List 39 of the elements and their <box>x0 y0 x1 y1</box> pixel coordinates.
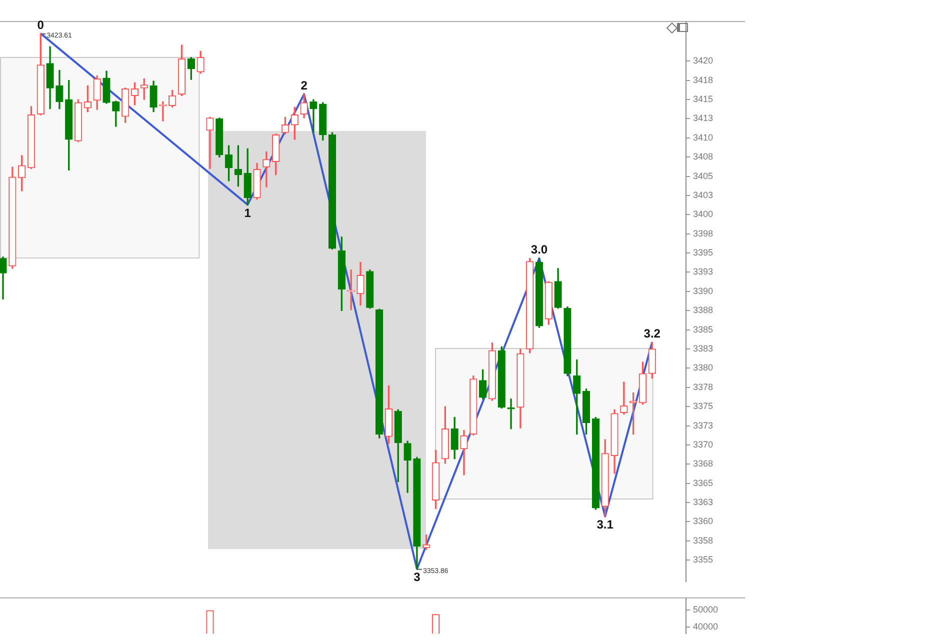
candlestick <box>310 99 318 133</box>
y-tick-label: 3413 <box>693 113 714 124</box>
annotation: 1 <box>244 206 252 220</box>
y-tick-label: 3378 <box>693 382 714 392</box>
y-tick-label: 3398 <box>693 228 714 238</box>
y-tick-label: 3390 <box>693 286 714 296</box>
y-tick-label: 3355 <box>693 554 714 565</box>
y-tick-label: 3383 <box>693 343 714 354</box>
annotation: 3 <box>414 570 421 584</box>
y-tick-label: 3375 <box>693 401 714 412</box>
annotation: 2 <box>300 78 308 92</box>
annotation: 3.1 <box>596 518 614 532</box>
y-tick-label: 3380 <box>693 362 714 373</box>
annotation: 3.2 <box>644 326 661 340</box>
y-tick-label: 3410 <box>693 132 714 142</box>
y-tick-label: 3405 <box>693 170 714 181</box>
y-tick-label: 40000 <box>693 621 718 632</box>
y-tick-label: 3365 <box>693 478 714 488</box>
y-tick-label: 50000 <box>693 604 718 614</box>
y-tick-label: 3370 <box>693 439 714 450</box>
y-tick-label: 3400 <box>693 209 714 220</box>
y-tick-label: 3415 <box>693 94 714 104</box>
y-tick-label: 3408 <box>693 152 714 162</box>
y-tick-label: 3393 <box>693 266 714 277</box>
y-tick-label: 3403 <box>693 190 714 200</box>
y-tick-label: 3395 <box>693 248 714 258</box>
y-tick-label: 3358 <box>693 535 714 546</box>
y-tick-label: 3385 <box>693 324 714 334</box>
y-tick-label: 3360 <box>693 516 714 526</box>
y-tick-label: 3420 <box>693 56 714 66</box>
annotation: 0 <box>37 18 44 32</box>
y-tick-label: 3418 <box>693 74 714 85</box>
y-tick-label: 3373 <box>693 420 714 430</box>
annotation: 3.0 <box>530 242 548 257</box>
y-tick-label: 3363 <box>693 497 714 508</box>
y-tick-label: 3368 <box>693 458 714 469</box>
y-tick-label: 3388 <box>693 305 714 316</box>
candlestick <box>262 151 270 188</box>
candlestick <box>206 116 214 169</box>
